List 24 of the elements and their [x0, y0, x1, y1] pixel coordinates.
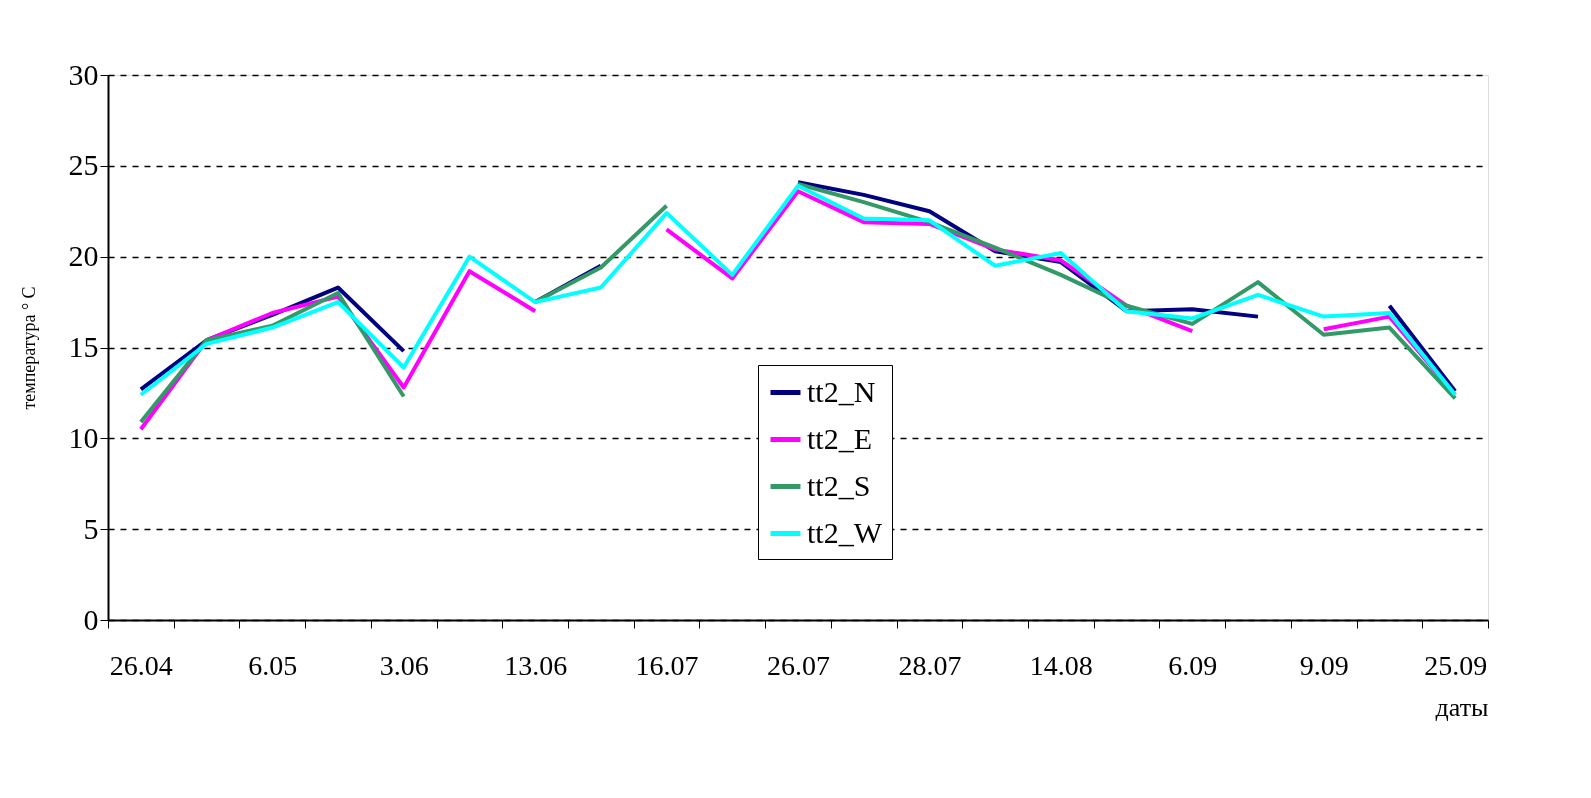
x-tick-label: 26.07 [767, 649, 830, 681]
x-tick-label: 14.08 [1029, 649, 1093, 681]
x-tick-label: 25.09 [1424, 649, 1488, 681]
x-axis-title: даты [1435, 692, 1489, 722]
x-tick-label: 6.05 [248, 649, 298, 681]
y-tick-label: 0 [83, 602, 99, 636]
y-tick-label: 10 [68, 420, 99, 454]
x-tick-label: 9.09 [1299, 649, 1349, 681]
x-tick-label: 6.09 [1168, 649, 1218, 681]
legend-label: tt2_S [807, 468, 871, 502]
y-tick-label: 25 [68, 148, 99, 182]
y-axis-title: температура ° С [18, 286, 39, 410]
legend-label: tt2_E [807, 421, 872, 455]
y-tick-label: 5 [83, 511, 99, 545]
x-tick-label: 28.07 [898, 649, 962, 681]
legend-label: tt2_W [807, 515, 883, 549]
x-tick-label: 26.04 [109, 649, 173, 681]
x-tick-label: 13.06 [504, 649, 568, 681]
x-tick-label: 16.07 [635, 649, 699, 681]
y-tick-label: 20 [68, 239, 99, 273]
y-tick-label: 15 [68, 330, 99, 363]
y-tick-label: 30 [68, 57, 99, 91]
legend-label: tt2_N [807, 374, 876, 408]
x-tick-label: 3.06 [379, 649, 429, 681]
